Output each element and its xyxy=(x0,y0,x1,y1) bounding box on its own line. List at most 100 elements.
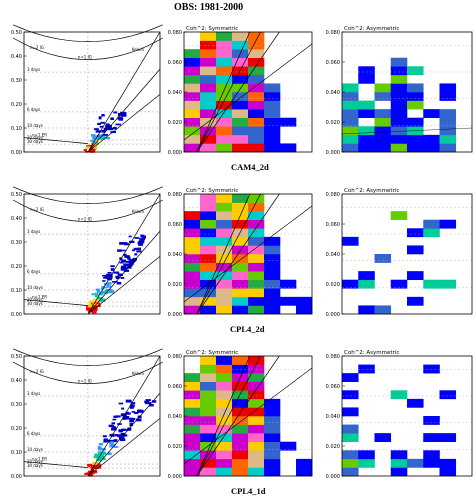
coh-sym-row2-cell xyxy=(200,373,217,383)
coh-sym-row0-cell xyxy=(248,92,265,101)
spectrum-row2-spectral-cell xyxy=(98,443,104,446)
spectrum-row0-spectral-cell xyxy=(105,123,110,126)
coh-sym-row0-cell xyxy=(264,92,281,101)
coh-sym-row0-diag-line xyxy=(183,43,313,141)
coh-sym-row0-cell xyxy=(232,143,249,153)
coh-sym-row0-cell xyxy=(216,66,233,76)
coh-sym-row2-cell xyxy=(248,398,265,408)
coh-sym-row2-cell xyxy=(264,424,281,434)
coh-sym-row2-cell xyxy=(216,364,233,374)
coh-sym-row2-cell xyxy=(232,433,249,443)
spectrum-row0-ytick-label: 0.30 xyxy=(11,78,22,84)
coh-asym-row0-cell xyxy=(407,134,424,144)
spectrum-row0-spectral-cell xyxy=(115,123,121,126)
coh-asym-row2-cell xyxy=(423,364,440,374)
spectrum-row1-spectral-cell xyxy=(138,240,145,244)
coh-sym-row2-cell xyxy=(248,407,265,417)
coh-sym-row0-kelvin-line xyxy=(196,31,251,153)
coh-sym-row1-cell xyxy=(264,271,281,281)
spectrum-row0-spectral-cell xyxy=(110,117,114,121)
spectrum-row2-spectral-cell xyxy=(123,428,129,431)
coh-asym-row1-ytick-label: 0.040 xyxy=(326,252,340,258)
spectrum-row2-spectral-cell xyxy=(131,410,135,413)
coh-sym-row1-cell xyxy=(184,271,201,281)
spectrum-row2-spectral-cell xyxy=(129,419,134,423)
spectrum-row0-spectral-cell xyxy=(117,116,123,120)
coh-sym-row1-ytick-label: 0.020 xyxy=(168,282,182,288)
spectrum-row0-kelvin-curve-1 xyxy=(87,94,161,153)
coh-asym-row2-cell xyxy=(358,450,375,460)
coh-sym-row1-cell xyxy=(280,279,297,289)
coh-sym-row1-cell xyxy=(232,245,249,255)
coh-sym-row0-cell xyxy=(264,100,281,110)
spectrum-row0-spectral-cell xyxy=(95,130,101,133)
coh-sym-row0-cell xyxy=(184,134,201,144)
spectrum-row1-spectral-cell xyxy=(95,288,100,291)
coh-sym-row2-ytick-label: 0.080 xyxy=(168,354,182,360)
spectrum-row1-spectral-cell xyxy=(133,247,139,250)
coh-asym-row2-cell xyxy=(390,458,408,468)
spectrum-row2-spectral-cell xyxy=(109,433,114,437)
spectrum-row2-spectral-cell xyxy=(114,434,119,437)
spectrum-row1-period-label: 20 days xyxy=(27,297,43,302)
coh-sym-row0-cell xyxy=(184,49,201,59)
coh-asym-row0-cell xyxy=(390,66,408,76)
coh-asym-row1-title: Coh^2: Asymmetric xyxy=(344,188,399,194)
coh-sym-row0-cell xyxy=(248,117,265,127)
spectrum-row1-spectral-cell xyxy=(92,303,99,306)
coh-sym-row0-cell xyxy=(248,40,265,50)
coh-sym-row0-ytick-label: 0.060 xyxy=(168,60,182,66)
spectrum-row2-spectral-cell xyxy=(95,465,101,469)
coh-sym-row1-cell xyxy=(216,271,233,281)
spectrum-row2-dispersion-label: n=1 IG xyxy=(78,378,92,383)
coh-asym-row1-cell xyxy=(423,279,440,289)
coh-asym-row0-cell xyxy=(342,92,359,101)
coh-asym-row0-cell xyxy=(439,92,457,101)
coh-sym-row1-cell xyxy=(264,279,281,289)
spectrum-row2-ytick-label: 0.40 xyxy=(11,378,22,384)
coh-sym-row2-cell xyxy=(200,416,217,425)
spectrum-row2-spectral-cell xyxy=(113,439,118,442)
spectrum-row1-spectral-cell xyxy=(127,256,131,260)
coh-sym-row1-cell xyxy=(216,194,233,203)
spectrum-row2-spectral-cell xyxy=(101,457,106,461)
spectrum-row0-kelvin-curve-2 xyxy=(87,68,161,153)
spectrum-row2-spectral-cell xyxy=(127,427,132,431)
coh-asym-row2-cell xyxy=(390,390,408,400)
coh-sym-row2-cell xyxy=(216,398,233,408)
spectrum-row1-spectral-cell xyxy=(116,281,122,285)
coh-asym-row1-cell xyxy=(358,279,375,289)
coh-asym-row2-ytick-label: 0.000 xyxy=(326,474,340,480)
spectrum-row0-spectral-cell xyxy=(104,127,109,130)
spectrum-row2-spectral-cell xyxy=(94,453,100,457)
spectrum-row1-spectral-cell xyxy=(119,242,124,245)
spectrum-row0-spectral-cell xyxy=(100,121,105,124)
coh-asym-row2-ytick-label: 0.060 xyxy=(326,384,340,390)
coh-sym-row2-ytick-label: 0.040 xyxy=(168,414,182,420)
spectrum-row1-spectral-cell xyxy=(129,240,135,243)
spectrum-row1-spectral-cell xyxy=(106,285,112,288)
coh-sym-row1-cell xyxy=(248,271,265,281)
spectrum-row0-ytick-label: 0.50 xyxy=(11,30,22,36)
coh-sym-row0-cell xyxy=(232,32,249,41)
spectrum-row2-spectral-cell xyxy=(117,434,123,438)
coh-sym-row2-cell xyxy=(232,407,249,417)
coh-sym-row2-cell xyxy=(184,424,201,434)
coh-sym-row2-cell xyxy=(216,390,233,400)
coh-sym-row2-cell xyxy=(232,381,249,391)
coh-sym-row0-cell xyxy=(248,57,265,67)
coh-sym-row0-cell xyxy=(200,66,217,76)
coh-asym-row0-ytick-label: 0.020 xyxy=(326,120,340,126)
coh-asym-row0-cell xyxy=(342,109,359,119)
coh-sym-row0-cell xyxy=(232,134,249,144)
coh-sym-row0-ytick-label: 0.000 xyxy=(168,150,182,156)
spectrum-row2-spectral-cell xyxy=(102,435,107,438)
coh-asym-row0-cell xyxy=(374,109,392,119)
coh-sym-row1-cell xyxy=(232,271,249,281)
coh-asym-row0-cell xyxy=(358,143,375,153)
spectrum-row0-spectral-cell xyxy=(99,125,104,128)
coh-sym-row2-cell xyxy=(184,398,201,408)
spectrum-row1-spectral-cell xyxy=(110,268,115,271)
coh-sym-row0-cell xyxy=(232,100,249,110)
spectrum-row0-kelvin-curve-3 xyxy=(87,31,161,153)
